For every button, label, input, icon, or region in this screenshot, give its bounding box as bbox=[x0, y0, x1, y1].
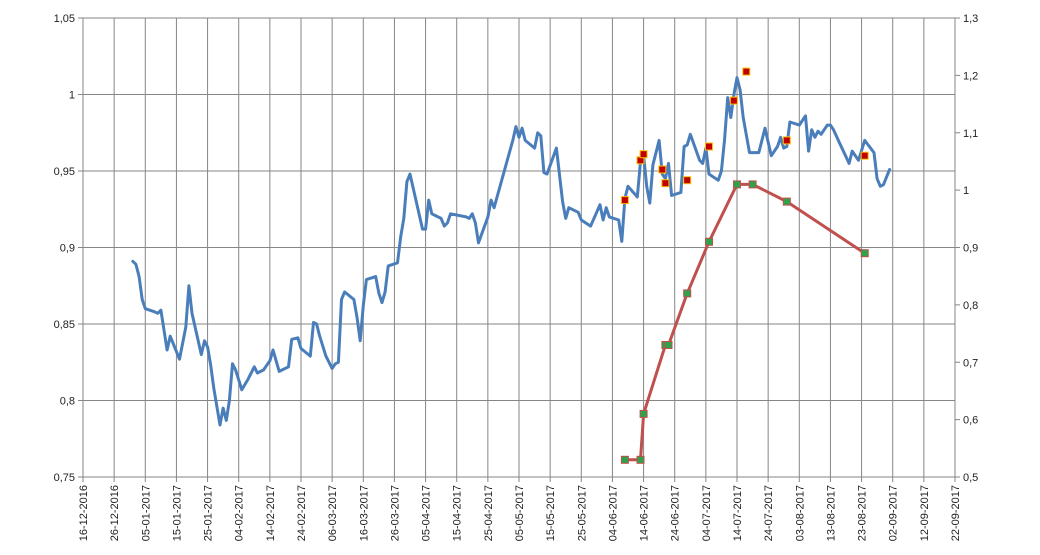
series-2-marker bbox=[620, 196, 629, 205]
series-1-marker bbox=[860, 249, 869, 258]
x-tick-label: 16-12-2016 bbox=[78, 485, 90, 541]
y-left-tick-label: 0,95 bbox=[54, 166, 75, 178]
series-2-marker bbox=[639, 150, 648, 159]
y-right-tick-label: 1,2 bbox=[963, 70, 978, 82]
series-1-marker bbox=[782, 197, 791, 206]
y-left-tick-label: 0,75 bbox=[54, 472, 75, 484]
y-right-tick-label: 1 bbox=[963, 185, 969, 197]
series-1-marker bbox=[683, 289, 692, 298]
x-tick-label: 22-09-2017 bbox=[950, 485, 962, 541]
x-tick-label: 23-08-2017 bbox=[857, 485, 869, 541]
y-right-tick-label: 0,5 bbox=[963, 472, 978, 484]
series-1-marker bbox=[705, 237, 713, 246]
y-right-tick-label: 1,3 bbox=[963, 13, 978, 25]
series-2-marker bbox=[742, 67, 751, 76]
series-2-marker bbox=[661, 179, 670, 188]
y-left-tick-label: 0,8 bbox=[60, 396, 75, 408]
series-1-marker bbox=[748, 180, 757, 189]
series-1-marker bbox=[639, 409, 648, 418]
series-2-marker bbox=[782, 136, 791, 145]
y-right-tick-label: 0,9 bbox=[963, 243, 978, 255]
x-tick-label: 25-01-2017 bbox=[203, 485, 215, 541]
plot-series bbox=[131, 67, 892, 464]
x-tick-label: 15-04-2017 bbox=[452, 485, 464, 541]
x-tick-label: 14-02-2017 bbox=[265, 485, 277, 541]
x-tick-label: 26-03-2017 bbox=[389, 485, 401, 541]
x-tick-label: 24-06-2017 bbox=[670, 485, 682, 541]
y-left-tick-label: 1,05 bbox=[54, 13, 75, 25]
x-axis: 16-12-2016 26-12-2016 05-01-2017 15-01-2017… bbox=[78, 485, 962, 541]
x-tick-label: 16-03-2017 bbox=[358, 485, 370, 541]
series-0-line bbox=[131, 76, 892, 427]
series-1-marker bbox=[636, 455, 645, 464]
x-tick-label: 05-01-2017 bbox=[140, 485, 152, 541]
y-left-tick-label: 0,85 bbox=[54, 319, 75, 331]
y-right-tick-label: 0,8 bbox=[963, 300, 978, 312]
series-1-marker bbox=[620, 455, 629, 464]
series-1-marker bbox=[664, 341, 673, 349]
y-axis-right: 0,5 0,6 0,7 0,8 0,9 1 1,1 1,2 1,3 bbox=[955, 13, 978, 484]
x-tick-label: 24-02-2017 bbox=[296, 485, 308, 541]
x-tick-label: 25-05-2017 bbox=[576, 485, 588, 541]
y-left-tick-label: 1 bbox=[69, 90, 75, 102]
series-1-marker bbox=[733, 180, 741, 189]
x-tick-label: 05-05-2017 bbox=[514, 485, 526, 541]
x-tick-label: 06-03-2017 bbox=[327, 485, 339, 541]
series-2-marker bbox=[658, 165, 667, 174]
x-tick-label: 03-08-2017 bbox=[794, 485, 806, 541]
x-tick-label: 04-06-2017 bbox=[607, 485, 619, 541]
x-tick-label: 12-09-2017 bbox=[919, 485, 931, 541]
series-2-marker bbox=[683, 176, 692, 185]
x-tick-label: 15-01-2017 bbox=[171, 485, 183, 541]
x-tick-label: 05-04-2017 bbox=[421, 485, 433, 541]
x-tick-label: 13-08-2017 bbox=[825, 485, 837, 541]
y-right-tick-label: 0,7 bbox=[963, 357, 978, 369]
x-tick-label: 26-12-2016 bbox=[109, 485, 121, 541]
series-2-marker bbox=[860, 151, 869, 160]
x-tick-label: 15-05-2017 bbox=[545, 485, 557, 541]
y-right-tick-label: 0,6 bbox=[963, 415, 978, 427]
y-left-tick-label: 0,9 bbox=[60, 243, 75, 255]
x-tick-label: 04-02-2017 bbox=[234, 485, 246, 541]
x-tick-label: 25-04-2017 bbox=[483, 485, 495, 541]
x-tick-label: 24-07-2017 bbox=[763, 485, 775, 541]
series-2-marker bbox=[705, 142, 713, 151]
y-axis-left: 0,75 0,8 0,85 0,9 0,95 1 1,05 bbox=[54, 13, 83, 484]
x-tick-label: 04-07-2017 bbox=[701, 485, 713, 541]
y-right-tick-label: 1,1 bbox=[963, 128, 978, 140]
series-2-marker bbox=[729, 96, 738, 105]
x-tick-label: 14-07-2017 bbox=[732, 485, 744, 541]
x-tick-label: 14-06-2017 bbox=[639, 485, 651, 541]
x-tick-label: 02-09-2017 bbox=[888, 485, 900, 541]
